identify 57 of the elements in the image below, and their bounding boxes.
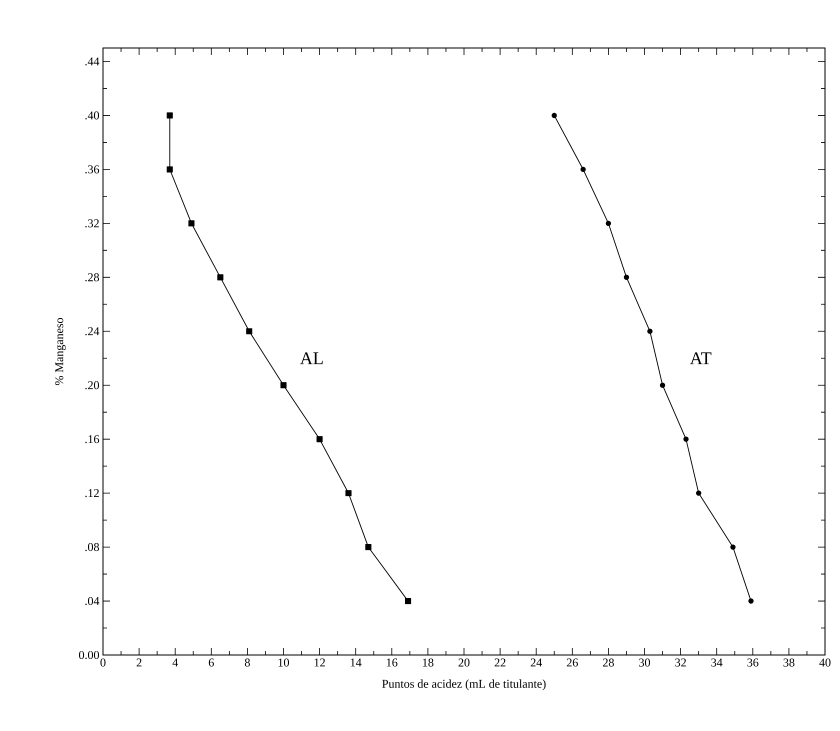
point (683, 436, 689, 442)
x-tick-label: 30 (639, 658, 650, 667)
x-tick-label: 4 (172, 658, 178, 666)
y-tick-label: .40 (85, 111, 100, 120)
x-tick-label: 40 (819, 658, 831, 667)
point (405, 598, 412, 604)
x-tick-label: 24 (530, 658, 542, 666)
y-axis-title: % Manganeso (55, 318, 66, 386)
series-label: AT (690, 352, 712, 364)
point (660, 382, 666, 388)
x-tick-label: 14 (350, 658, 362, 666)
y-tick-label: .20 (85, 381, 100, 390)
x-tick-label: 16 (386, 658, 398, 667)
series-label: AL (300, 352, 323, 364)
x-tick-label: 8 (244, 658, 250, 667)
y-tick-label: .28 (85, 273, 100, 282)
point (280, 382, 287, 388)
point (580, 166, 586, 172)
y-tick-label: .16 (85, 435, 100, 444)
y-tick-label: .24 (85, 327, 100, 336)
point (606, 220, 612, 226)
y-tick-label: .12 (85, 489, 99, 498)
x-tick-label: 32 (675, 658, 686, 667)
point (647, 328, 653, 334)
point (696, 490, 702, 496)
x-tick-label: 12 (314, 658, 325, 666)
point (246, 328, 252, 334)
point (166, 112, 173, 118)
x-tick-label: 10 (278, 658, 290, 667)
point (217, 274, 224, 280)
y-tick-label: .08 (85, 543, 100, 552)
x-tick-label: 2 (136, 658, 142, 666)
point (552, 112, 557, 118)
y-tick-label: .36 (85, 165, 100, 174)
y-tick-label: 0.00 (79, 650, 100, 660)
x-tick-label: 20 (458, 658, 470, 667)
y-tick-label: .04 (85, 596, 100, 606)
x-tick-label: 22 (494, 658, 506, 666)
point (748, 598, 754, 604)
x-tick-label: 26 (566, 658, 578, 667)
point (624, 274, 630, 280)
x-tick-label: 36 (747, 658, 758, 667)
x-tick-label: 18 (422, 658, 434, 667)
x-tick-label: 28 (602, 658, 614, 667)
x-tick-label: 6 (208, 658, 214, 667)
point (166, 166, 173, 172)
point (316, 436, 323, 442)
x-axis-title: Puntos de acidez (mL de titulante) (382, 679, 546, 690)
point (188, 220, 194, 226)
y-tick-label: .44 (85, 57, 100, 66)
point (365, 544, 372, 550)
y-tick-label: .32 (85, 219, 99, 228)
point (345, 490, 352, 496)
x-tick-label: 38 (784, 658, 794, 667)
x-tick-label: 34 (711, 658, 723, 667)
x-tick-label: 0 (100, 658, 106, 667)
point (730, 544, 736, 550)
